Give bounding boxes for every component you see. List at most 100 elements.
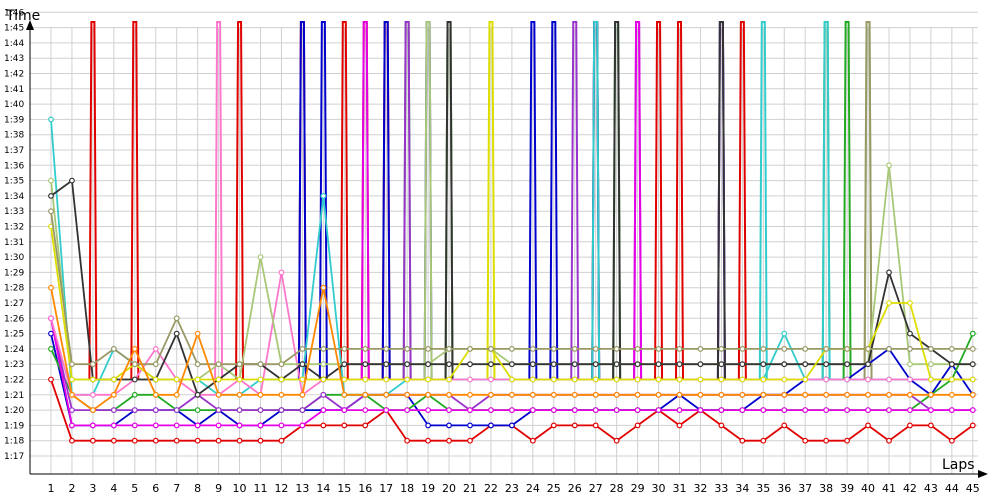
data-point — [823, 407, 830, 414]
x-tick-label: 40 — [861, 482, 875, 495]
data-point — [131, 376, 138, 383]
data-point — [341, 376, 348, 383]
data-point — [718, 407, 725, 414]
data-point — [718, 361, 725, 368]
y-tick-label: 1:39 — [4, 115, 24, 125]
data-point — [362, 422, 369, 429]
y-tick-label: 1:17 — [4, 452, 24, 462]
data-point — [48, 315, 54, 322]
data-point — [320, 391, 327, 398]
data-point — [278, 376, 285, 383]
x-tick-label: 21 — [463, 482, 477, 495]
data-point — [383, 361, 390, 368]
data-point — [844, 407, 850, 414]
data-point — [110, 407, 117, 414]
data-point — [425, 346, 432, 352]
data-point — [655, 346, 662, 352]
data-point — [613, 437, 620, 444]
y-tick-label: 1:33 — [4, 207, 24, 217]
data-point — [89, 376, 96, 383]
data-point — [739, 361, 746, 368]
x-tick-label: 5 — [131, 482, 138, 495]
data-point — [48, 208, 54, 215]
y-axis-arrow-icon — [26, 20, 34, 30]
x-tick-label: 14 — [316, 482, 330, 495]
data-point — [739, 376, 746, 383]
data-point — [781, 346, 788, 352]
x-tick-label: 1 — [48, 482, 55, 495]
grid — [30, 11, 978, 474]
data-point — [865, 361, 871, 368]
data-point — [781, 361, 788, 368]
y-tick-label: 1:19 — [4, 421, 24, 431]
data-point — [697, 361, 704, 368]
data-point — [948, 407, 955, 414]
x-axis-title: Laps — [942, 457, 975, 473]
data-point — [529, 407, 536, 414]
y-axis-title: Time — [5, 8, 40, 24]
spike-line — [486, 21, 496, 380]
data-point — [739, 346, 746, 352]
data-point — [194, 437, 201, 444]
data-point — [488, 391, 494, 398]
spike-line — [381, 21, 391, 380]
data-point — [194, 391, 201, 398]
data-point — [383, 391, 390, 398]
x-tick-label: 13 — [295, 482, 309, 495]
data-point — [907, 391, 913, 398]
data-point — [48, 330, 54, 337]
data-point — [194, 330, 201, 337]
data-point — [69, 376, 75, 383]
data-point — [173, 315, 180, 322]
data-point — [299, 391, 306, 398]
data-point — [948, 376, 955, 383]
data-point — [760, 407, 767, 414]
data-point — [299, 346, 306, 352]
data-point — [257, 391, 264, 398]
data-point — [844, 376, 850, 383]
data-point — [69, 437, 75, 444]
data-point — [844, 437, 850, 444]
data-point — [760, 361, 767, 368]
data-point — [215, 407, 222, 414]
data-point — [655, 407, 662, 414]
x-tick-label: 44 — [945, 482, 959, 495]
data-point — [215, 391, 222, 398]
y-tick-label: 1:21 — [4, 391, 24, 401]
data-point — [760, 437, 767, 444]
y-tick-label: 1:45 — [4, 24, 24, 34]
data-point — [969, 407, 976, 414]
data-point — [718, 391, 725, 398]
data-point — [886, 300, 892, 306]
data-point — [299, 361, 306, 368]
y-tick-label: 1:35 — [4, 177, 24, 187]
data-point — [257, 422, 264, 429]
data-point — [529, 391, 536, 398]
data-point — [634, 376, 641, 383]
data-point — [886, 376, 892, 383]
data-point — [383, 346, 390, 352]
data-point — [341, 346, 348, 352]
spike-line — [339, 21, 349, 380]
data-point — [110, 437, 117, 444]
data-point — [509, 407, 515, 414]
spike-line — [612, 21, 622, 380]
data-point — [697, 346, 704, 352]
data-point — [446, 391, 452, 398]
data-point — [969, 361, 976, 368]
data-point — [194, 361, 201, 368]
data-point — [278, 269, 285, 276]
data-point — [592, 376, 599, 383]
spike-line — [235, 21, 245, 380]
data-point — [69, 177, 75, 184]
data-point — [320, 422, 327, 429]
data-point — [320, 284, 327, 291]
data-point — [509, 346, 515, 352]
data-point — [89, 422, 96, 429]
data-point — [592, 422, 599, 429]
data-point — [425, 391, 432, 398]
data-point — [488, 346, 494, 352]
data-point — [613, 376, 620, 383]
data-point — [131, 346, 138, 352]
